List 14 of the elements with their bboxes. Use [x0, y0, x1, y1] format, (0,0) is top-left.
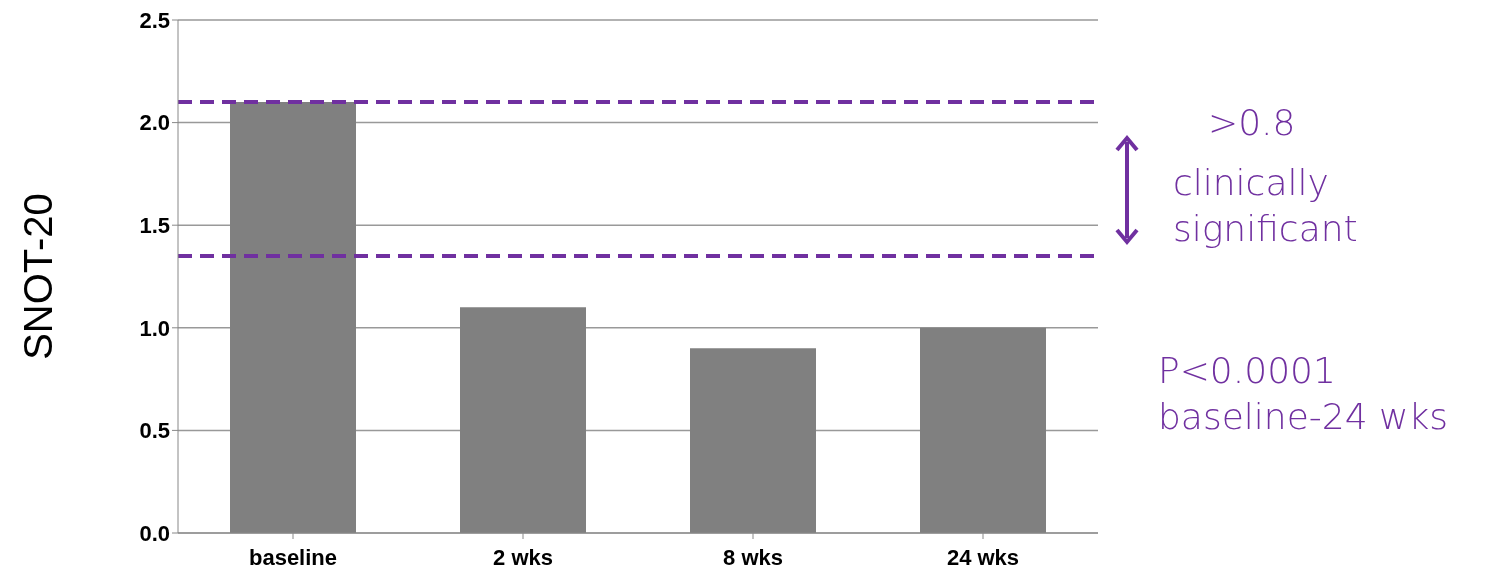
- x-tick-label: 24 wks: [946, 544, 1020, 570]
- y-axis-title: SNOT-20: [16, 193, 61, 360]
- y-tick-label: 1.0: [139, 315, 170, 341]
- x-tick-label: baseline: [248, 544, 338, 570]
- y-tick-label: 0.0: [139, 520, 170, 546]
- x-tick-label: 2 wks: [493, 544, 553, 570]
- text: >0.8: [1208, 101, 1297, 145]
- y-tick-label: 0.5: [139, 418, 170, 444]
- x-tick-label: 8 wks: [723, 544, 783, 570]
- y-tick-label: 2.5: [139, 7, 170, 33]
- y-tick-label: 1.5: [139, 213, 170, 239]
- text: P<0.0001 baseline-24 wks: [1158, 349, 1450, 439]
- text: clinically significant: [1173, 161, 1359, 251]
- y-tick-label: 2.0: [139, 110, 170, 136]
